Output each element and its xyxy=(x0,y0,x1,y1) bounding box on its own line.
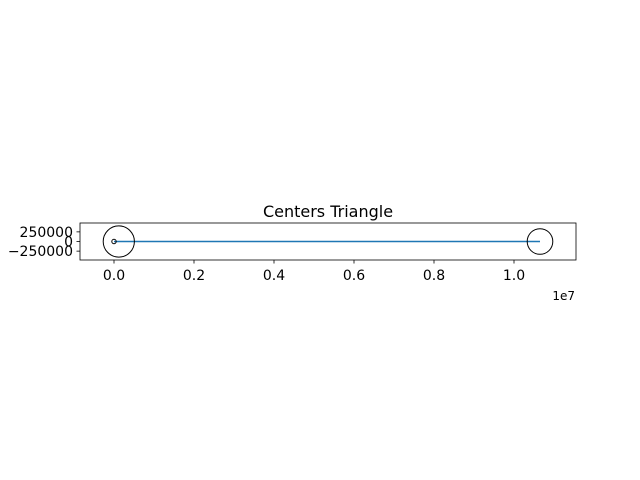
x-tick-label: 0.6 xyxy=(343,268,365,284)
circle-2 xyxy=(111,238,117,245)
y-tick-label: 250000 xyxy=(20,225,73,241)
circle-1 xyxy=(526,228,554,255)
x-tick-label: 0.2 xyxy=(183,268,205,284)
x-axis-offset-label: 1e7 xyxy=(552,289,575,303)
x-tick-label: 0.8 xyxy=(423,268,445,284)
x-tick-label: 0.4 xyxy=(263,268,285,284)
y-tick-label: 0 xyxy=(64,235,73,251)
x-tick-label: 1.0 xyxy=(503,268,525,284)
plot-content xyxy=(102,225,554,258)
x-tick-label: 0.0 xyxy=(103,268,125,284)
chart-title: Centers Triangle xyxy=(263,202,393,221)
y-tick-label: −250000 xyxy=(8,244,73,260)
circle-0 xyxy=(102,225,135,258)
